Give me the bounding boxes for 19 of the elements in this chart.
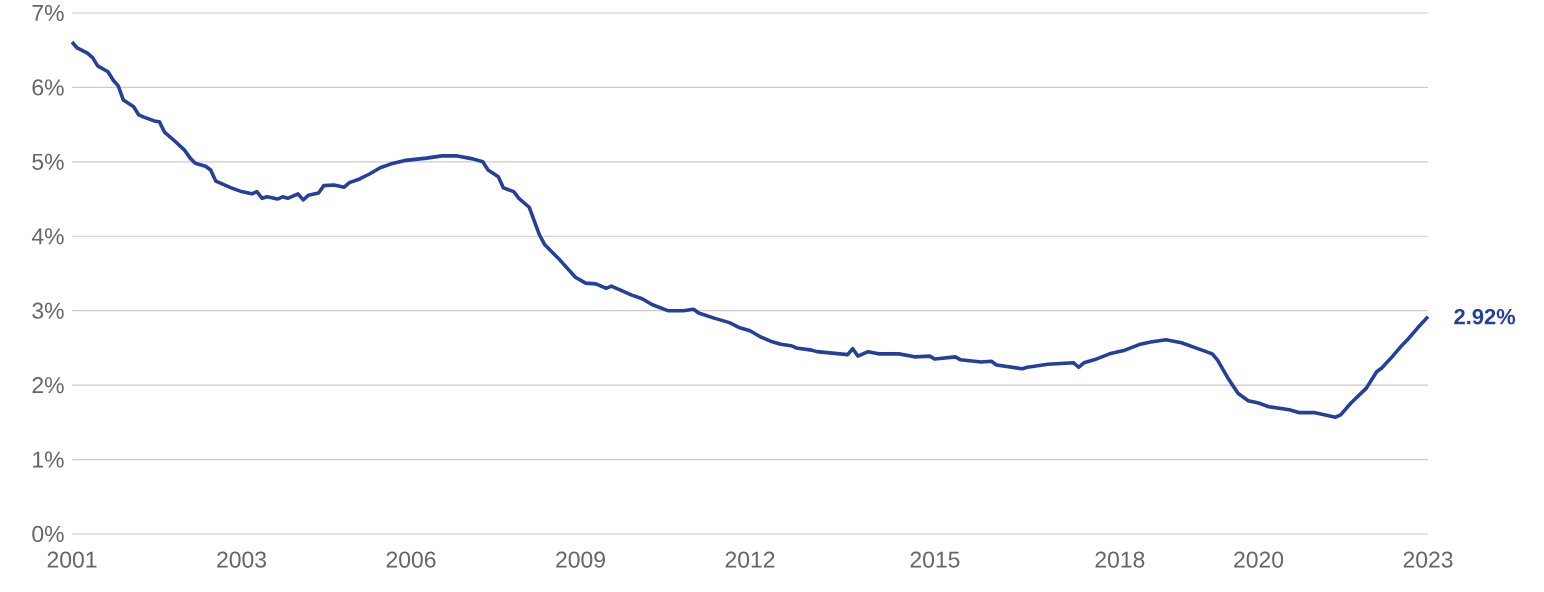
x-tick-label: 2009 xyxy=(556,551,605,568)
y-tick-label: 0% xyxy=(32,525,64,543)
y-tick-label: 3% xyxy=(32,302,64,319)
x-tick-label: 2003 xyxy=(217,551,266,568)
x-tick-label: 2020 xyxy=(1234,551,1284,568)
y-tick-label: 1% xyxy=(33,451,64,468)
y-tick-label: 5% xyxy=(32,153,64,170)
x-tick-label: 2015 xyxy=(910,551,960,568)
x-tick-label: 2012 xyxy=(725,551,775,568)
line-series xyxy=(70,40,1430,419)
y-tick-label: 4% xyxy=(31,228,64,245)
y-tick-label: 7% xyxy=(32,4,64,22)
annotation: 2.92% xyxy=(1454,308,1516,325)
x-tick-label: 2023 xyxy=(1403,551,1453,568)
x-tick-label: 2018 xyxy=(1095,551,1145,568)
y-tick-label: 6% xyxy=(32,79,64,96)
y-tick-label: 2% xyxy=(32,377,64,394)
x-tick-label: 2001 xyxy=(47,551,97,568)
x-tick-label: 2006 xyxy=(386,551,436,568)
